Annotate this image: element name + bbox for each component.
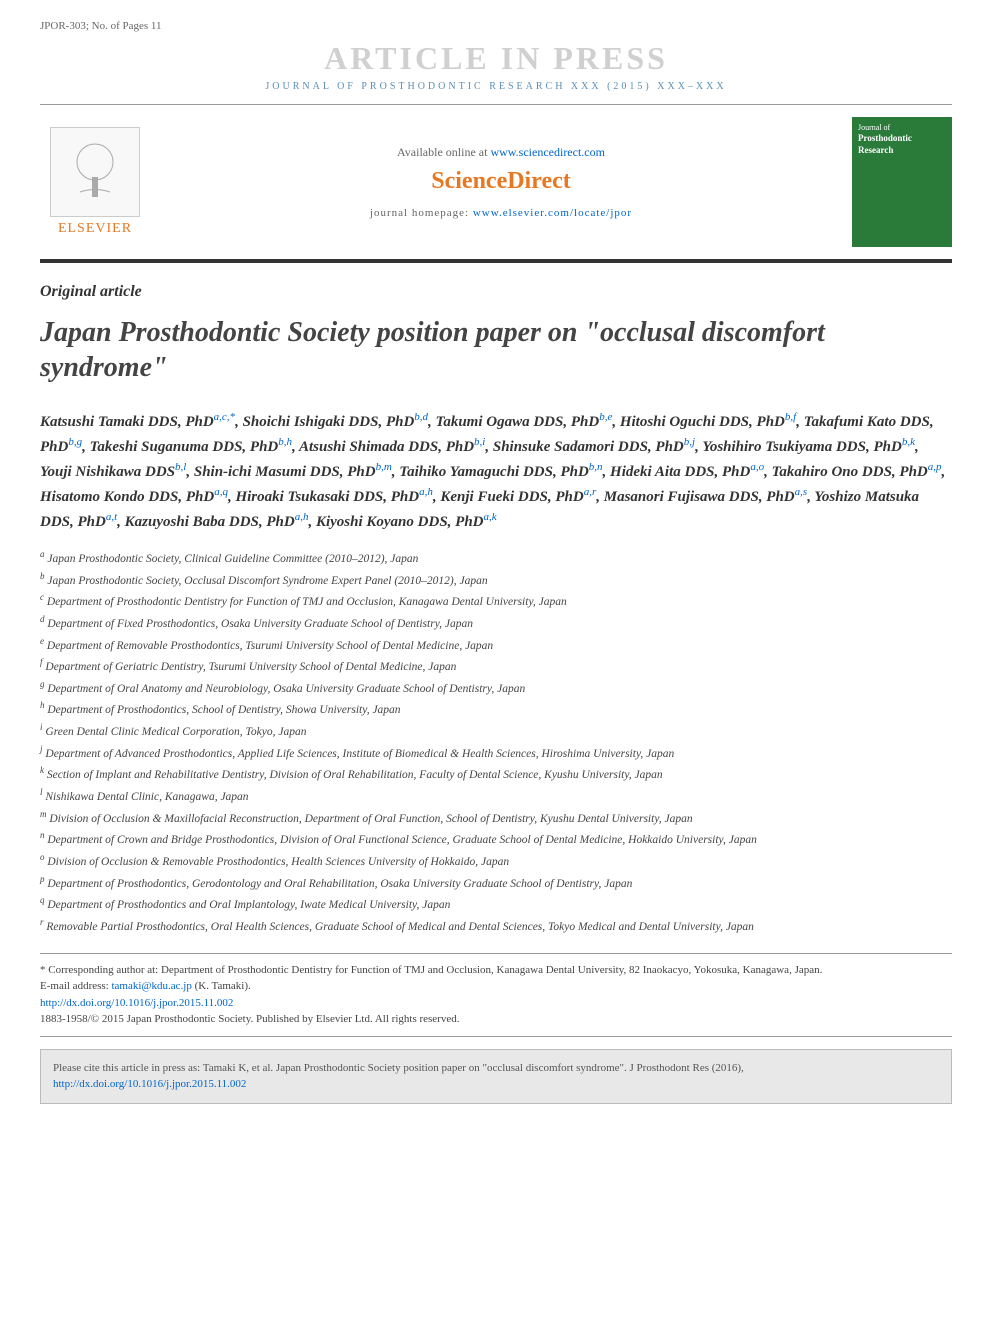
author: Shin-ichi Masumi DDS, PhDb,m bbox=[194, 464, 392, 480]
affiliation: d Department of Fixed Prosthodontics, Os… bbox=[40, 613, 952, 634]
affiliation: m Division of Occlusion & Maxillofacial … bbox=[40, 808, 952, 829]
author: Shinsuke Sadamori DDS, PhDb,j bbox=[493, 439, 695, 455]
corresponding-author: * Corresponding author at: Department of… bbox=[40, 962, 952, 979]
author: Hitoshi Oguchi DDS, PhDb,f bbox=[620, 414, 796, 430]
affiliation: c Department of Prosthodontic Dentistry … bbox=[40, 591, 952, 612]
copyright: 1883-1958/© 2015 Japan Prosthodontic Soc… bbox=[40, 1011, 952, 1037]
affiliation: h Department of Prosthodontics, School o… bbox=[40, 699, 952, 720]
doc-id: JPOR-303; No. of Pages 11 bbox=[40, 20, 162, 32]
author: Kenji Fueki DDS, PhDa,r bbox=[440, 489, 596, 505]
elsevier-logo: ELSEVIER bbox=[40, 127, 150, 237]
author: Kiyoshi Koyano DDS, PhDa,k bbox=[316, 514, 497, 530]
doi-link[interactable]: http://dx.doi.org/10.1016/j.jpor.2015.11… bbox=[40, 997, 233, 1009]
author: Yoshihiro Tsukiyama DDS, PhDb,k bbox=[702, 439, 915, 455]
journal-reference: JOURNAL OF PROSTHODONTIC RESEARCH XXX (2… bbox=[40, 81, 952, 92]
author: Hideki Aita DDS, PhDa,o bbox=[610, 464, 764, 480]
citation-box: Please cite this article in press as: Ta… bbox=[40, 1049, 952, 1104]
elsevier-tree-icon bbox=[50, 127, 140, 217]
homepage-link[interactable]: www.elsevier.com/locate/jpor bbox=[473, 207, 632, 219]
article-type: Original article bbox=[40, 283, 952, 301]
author: Hisatomo Kondo DDS, PhDa,q bbox=[40, 489, 228, 505]
header-center: Available online at www.sciencedirect.co… bbox=[150, 145, 852, 219]
affiliation: e Department of Removable Prosthodontics… bbox=[40, 635, 952, 656]
author: Taihiko Yamaguchi DDS, PhDb,n bbox=[399, 464, 602, 480]
email-line: E-mail address: tamaki@kdu.ac.jp (K. Tam… bbox=[40, 978, 952, 995]
affiliation: g Department of Oral Anatomy and Neurobi… bbox=[40, 678, 952, 699]
affiliation: o Division of Occlusion & Removable Pros… bbox=[40, 851, 952, 872]
journal-homepage: journal homepage: www.elsevier.com/locat… bbox=[150, 207, 852, 219]
available-online: Available online at www.sciencedirect.co… bbox=[150, 145, 852, 160]
author: Masanori Fujisawa DDS, PhDa,s bbox=[604, 489, 807, 505]
affiliation: n Department of Crown and Bridge Prostho… bbox=[40, 829, 952, 850]
author: Takumi Ogawa DDS, PhDb,e bbox=[436, 414, 613, 430]
journal-cover: Journal of Prosthodontic Research bbox=[852, 117, 952, 247]
sciencedirect-link[interactable]: www.sciencedirect.com bbox=[490, 145, 605, 159]
affiliation: i Green Dental Clinic Medical Corporatio… bbox=[40, 721, 952, 742]
email-link[interactable]: tamaki@kdu.ac.jp bbox=[111, 980, 191, 992]
affiliation: a Japan Prosthodontic Society, Clinical … bbox=[40, 548, 952, 569]
article-title: Japan Prosthodontic Society position pap… bbox=[40, 315, 952, 385]
elsevier-text: ELSEVIER bbox=[40, 221, 150, 237]
affiliation: k Section of Implant and Rehabilitative … bbox=[40, 764, 952, 785]
affiliation: p Department of Prosthodontics, Gerodont… bbox=[40, 873, 952, 894]
author: Takahiro Ono DDS, PhDa,p bbox=[772, 464, 942, 480]
author-list: Katsushi Tamaki DDS, PhDa,c,*, Shoichi I… bbox=[40, 409, 952, 534]
affiliation: f Department of Geriatric Dentistry, Tsu… bbox=[40, 656, 952, 677]
author: Shoichi Ishigaki DDS, PhDb,d bbox=[243, 414, 428, 430]
author: Katsushi Tamaki DDS, PhDa,c,* bbox=[40, 414, 235, 430]
affiliation-list: a Japan Prosthodontic Society, Clinical … bbox=[40, 548, 952, 937]
author: Youji Nishikawa DDSb,l bbox=[40, 464, 186, 480]
affiliation: r Removable Partial Prosthodontics, Oral… bbox=[40, 916, 952, 937]
footer: * Corresponding author at: Department of… bbox=[40, 953, 952, 1104]
publisher-header: ELSEVIER Available online at www.science… bbox=[40, 104, 952, 263]
author: Atsushi Shimada DDS, PhDb,i bbox=[299, 439, 485, 455]
affiliation: b Japan Prosthodontic Society, Occlusal … bbox=[40, 570, 952, 591]
affiliation: j Department of Advanced Prosthodontics,… bbox=[40, 743, 952, 764]
page-header: JPOR-303; No. of Pages 11 bbox=[40, 20, 952, 32]
sciencedirect-brand: ScienceDirect bbox=[150, 168, 852, 195]
watermark: ARTICLE IN PRESS bbox=[40, 40, 952, 77]
citation-doi-link[interactable]: http://dx.doi.org/10.1016/j.jpor.2015.11… bbox=[53, 1078, 246, 1090]
affiliation: q Department of Prosthodontics and Oral … bbox=[40, 894, 952, 915]
author: Kazuyoshi Baba DDS, PhDa,h bbox=[125, 514, 309, 530]
affiliation: l Nishikawa Dental Clinic, Kanagawa, Jap… bbox=[40, 786, 952, 807]
author: Takeshi Suganuma DDS, PhDb,h bbox=[90, 439, 292, 455]
author: Hiroaki Tsukasaki DDS, PhDa,h bbox=[235, 489, 432, 505]
